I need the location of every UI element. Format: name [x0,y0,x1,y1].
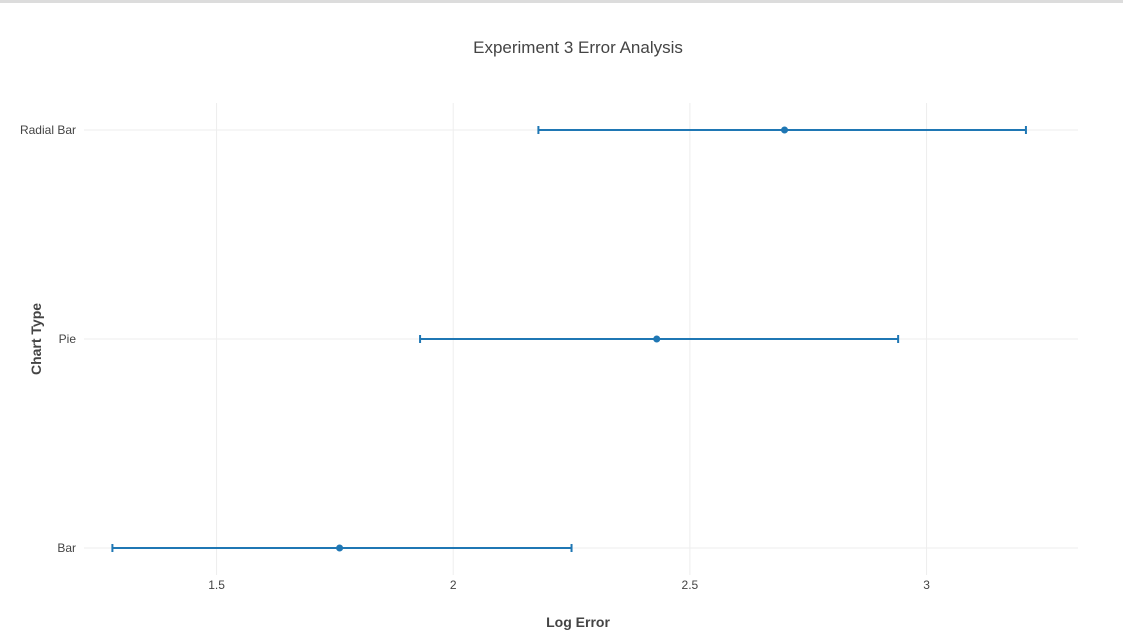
x-tick-label: 2 [450,578,457,592]
y-tick-label: Radial Bar [20,123,76,137]
data-mark-layer [111,126,1027,552]
data-point [653,335,661,343]
y-tick-label: Bar [57,541,76,555]
x-tick-label: 3 [923,578,930,592]
x-axis-title: Log Error [546,614,610,630]
x-tick-label: 1.5 [208,578,225,592]
y-tick-label: Pie [59,332,77,346]
x-tick-label: 2.5 [682,578,699,592]
top-divider [0,0,1123,3]
y-axis-title: Chart Type [28,303,44,375]
data-point [336,544,344,552]
tick-label-layer: 1.5 2 2.5 3 Bar Pie Radial Bar [20,123,930,592]
chart-title: Experiment 3 Error Analysis [473,38,683,57]
data-point [781,126,789,134]
